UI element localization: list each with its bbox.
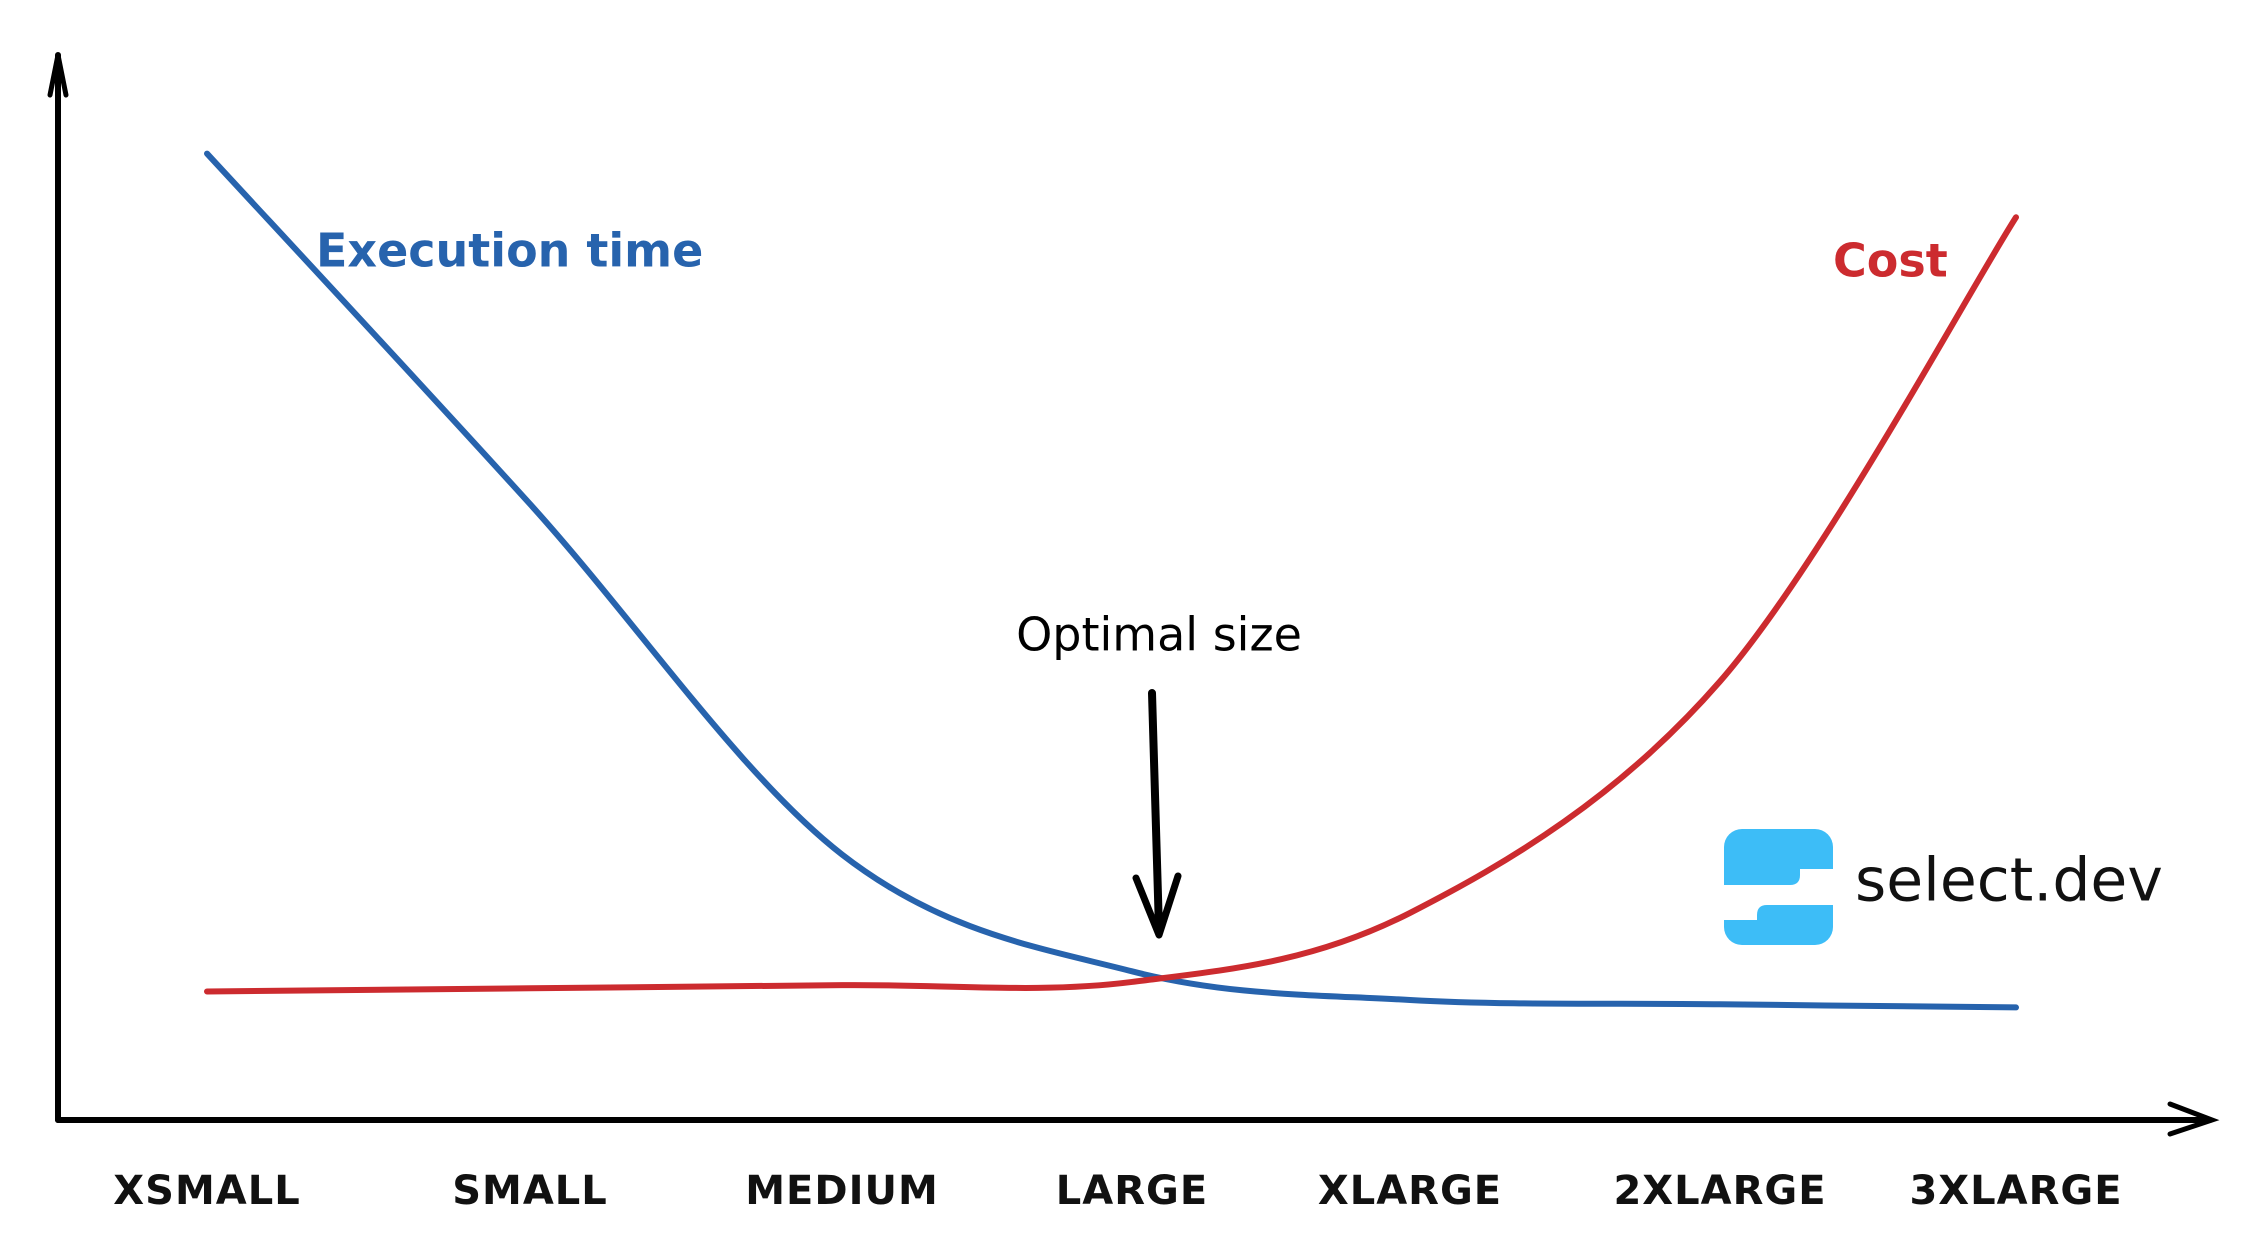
series-line (204, 214, 2019, 995)
x-tick-label: LARGE (1056, 1168, 1208, 1214)
brand-text: select.dev (1855, 846, 2163, 916)
x-tick-label: 3XLARGE (1909, 1168, 2122, 1214)
x-axis-arrow (2167, 1101, 2220, 1137)
series-label: Execution time (316, 224, 703, 278)
annotation-arrow (1148, 689, 1163, 934)
series-line (204, 150, 2019, 1011)
x-tick-label: XSMALL (113, 1168, 300, 1214)
y-axis-arrow (47, 54, 69, 98)
annotation-arrowhead (1132, 872, 1182, 939)
logo-cut (1724, 869, 1833, 920)
series-label: Cost (1833, 234, 1948, 288)
x-tick-label: 2XLARGE (1613, 1168, 1826, 1214)
x-tick-label: SMALL (452, 1168, 608, 1214)
brand-logo (1724, 829, 1833, 945)
annotation: Optimal size (1016, 608, 1302, 662)
x-tick-label: XLARGE (1318, 1168, 1502, 1214)
x-tick-label: MEDIUM (745, 1168, 939, 1214)
